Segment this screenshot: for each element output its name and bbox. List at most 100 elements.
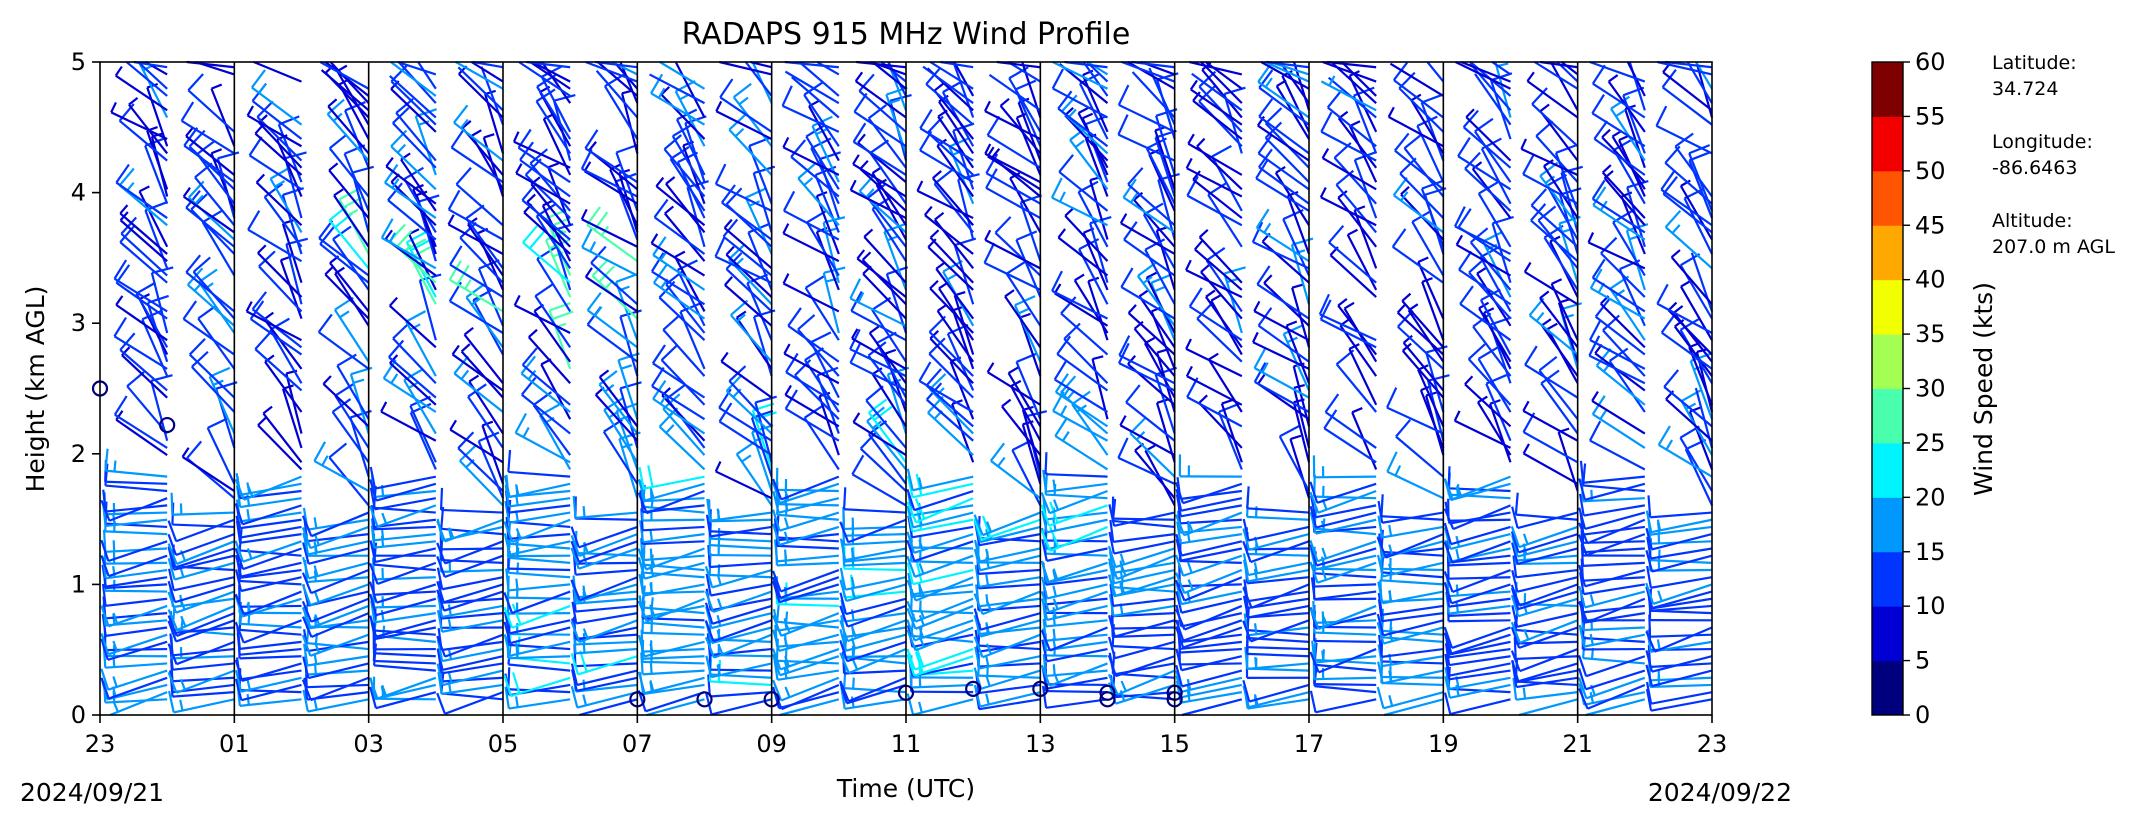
barb-staff bbox=[847, 518, 907, 544]
wind-barb bbox=[704, 633, 773, 659]
barb-staff bbox=[1323, 427, 1377, 464]
barb-staff bbox=[523, 211, 571, 255]
wind-barb bbox=[772, 648, 840, 671]
barb-staff bbox=[1207, 194, 1243, 248]
barb-staff bbox=[1007, 372, 1042, 427]
wind-barb bbox=[535, 88, 572, 155]
barb-staff bbox=[1451, 540, 1511, 564]
barb-staff bbox=[712, 619, 773, 643]
barb-flag bbox=[1443, 626, 1454, 649]
barb-staff bbox=[1383, 691, 1444, 710]
barb-staff bbox=[373, 697, 436, 701]
barb-half-flag bbox=[984, 229, 992, 241]
wind-barb bbox=[1578, 597, 1646, 624]
barb-staff bbox=[1517, 590, 1578, 611]
barb-staff bbox=[856, 60, 907, 69]
wind-barb bbox=[115, 295, 168, 342]
barb-flag bbox=[529, 148, 549, 165]
barb-staff bbox=[575, 597, 638, 605]
barb-staff bbox=[1335, 184, 1378, 234]
barb-staff bbox=[777, 669, 839, 681]
wind-barb bbox=[372, 638, 436, 665]
barb-staff bbox=[1052, 410, 1109, 442]
barb-flag bbox=[384, 164, 399, 184]
barb-staff bbox=[1246, 646, 1310, 651]
barb-staff bbox=[783, 352, 840, 385]
barb-staff bbox=[1425, 352, 1445, 413]
barb-staff bbox=[1517, 540, 1578, 558]
wind-barb bbox=[1200, 61, 1243, 104]
wind-barb bbox=[772, 629, 840, 653]
wind-barb bbox=[1260, 61, 1310, 90]
wind-barb bbox=[185, 254, 236, 313]
barb-staff bbox=[1196, 317, 1243, 363]
barb-staff bbox=[457, 447, 504, 492]
barb-flag bbox=[1421, 93, 1443, 104]
wind-barb bbox=[1550, 278, 1579, 341]
barb-staff bbox=[1393, 194, 1444, 234]
barb-staff bbox=[1540, 382, 1579, 435]
barb-flag bbox=[113, 259, 128, 280]
wind-barb bbox=[1426, 61, 1445, 83]
wind-barb bbox=[570, 540, 638, 563]
wind-barb bbox=[301, 569, 370, 595]
barb-half-flag bbox=[112, 612, 119, 624]
barb-flag bbox=[570, 685, 579, 708]
wind-barb bbox=[125, 61, 168, 97]
barb-flag bbox=[873, 405, 893, 421]
barb-flag bbox=[790, 139, 807, 158]
wind-barb bbox=[369, 540, 437, 564]
barb-half-flag bbox=[381, 684, 387, 696]
wind-barb bbox=[1460, 60, 1511, 83]
barb-flag bbox=[209, 366, 231, 378]
barb-staff bbox=[776, 554, 839, 563]
barb-staff bbox=[846, 683, 907, 705]
wind-barb bbox=[1051, 68, 1109, 119]
wind-barb bbox=[167, 546, 235, 569]
barb-flag bbox=[918, 361, 932, 382]
barb-staff bbox=[1155, 230, 1176, 291]
wind-barb bbox=[253, 60, 302, 83]
barb-staff bbox=[334, 395, 370, 449]
barb-staff bbox=[1256, 283, 1310, 320]
barb-half-flag bbox=[850, 587, 856, 599]
barb-staff bbox=[1407, 309, 1445, 363]
barb-staff bbox=[660, 93, 706, 140]
wind-barb bbox=[369, 581, 437, 604]
wind-barb bbox=[301, 612, 370, 638]
barb-staff bbox=[509, 626, 571, 645]
barb-flag bbox=[1427, 374, 1450, 382]
wind-barb bbox=[885, 266, 909, 334]
barb-staff bbox=[643, 475, 705, 490]
wind-barb bbox=[369, 676, 437, 700]
barb-flag bbox=[1578, 688, 1589, 710]
barb-staff bbox=[349, 417, 370, 477]
barb-half-flag bbox=[396, 143, 407, 154]
barb-flag bbox=[1283, 323, 1305, 335]
barb-staff bbox=[172, 511, 235, 516]
barb-flag bbox=[234, 659, 244, 682]
barb-half-flag bbox=[380, 401, 388, 413]
barb-flag bbox=[1054, 416, 1069, 437]
barb-staff bbox=[392, 337, 437, 385]
wind-barb bbox=[1329, 246, 1377, 298]
wind-barb bbox=[988, 73, 1041, 112]
barb-flag bbox=[1510, 626, 1521, 649]
barb-half-flag bbox=[1589, 692, 1595, 704]
barb-flag bbox=[101, 583, 107, 606]
barb-staff bbox=[374, 489, 436, 499]
barb-flag bbox=[191, 350, 209, 368]
barb-half-flag bbox=[389, 354, 399, 364]
wind-barb bbox=[782, 190, 840, 241]
barb-half-flag bbox=[852, 677, 855, 689]
barb-staff bbox=[467, 396, 504, 449]
barb-staff bbox=[1122, 196, 1176, 234]
barb-flag bbox=[1645, 688, 1653, 711]
barb-flag bbox=[886, 86, 908, 96]
wind-barb bbox=[1207, 352, 1243, 413]
wind-barb bbox=[436, 648, 504, 671]
barb-flag bbox=[1108, 561, 1116, 584]
barb-half-flag bbox=[717, 643, 724, 655]
wind-barb bbox=[1191, 72, 1243, 112]
wind-barb bbox=[109, 691, 168, 717]
